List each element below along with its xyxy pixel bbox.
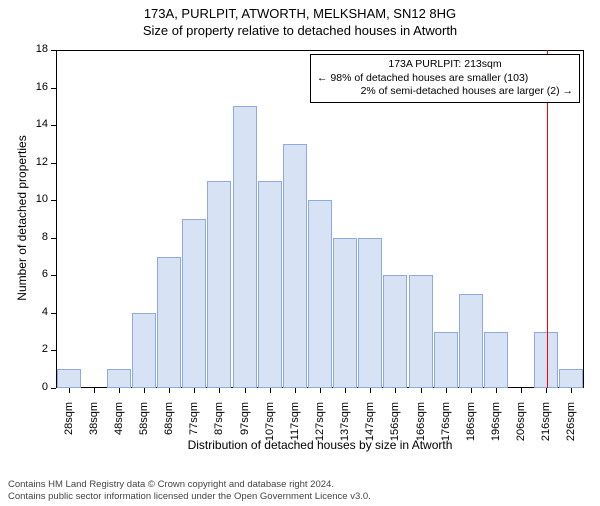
histogram-bar [484, 332, 508, 388]
histogram-bar [258, 181, 282, 388]
x-tick-mark [320, 388, 321, 393]
x-tick-label: 176sqm [440, 402, 452, 462]
histogram-bar [358, 238, 382, 388]
info-box: 173A PURLPIT: 213sqm← 98% of detached ho… [310, 54, 580, 103]
footer-line-1: Contains HM Land Registry data © Crown c… [8, 479, 371, 490]
x-tick-label: 48sqm [113, 402, 125, 462]
title-main: 173A, PURLPIT, ATWORTH, MELKSHAM, SN12 8… [0, 6, 600, 21]
x-tick-mark [94, 388, 95, 393]
y-tick-label: 8 [26, 231, 48, 243]
y-tick-mark [51, 88, 56, 89]
x-tick-mark [395, 388, 396, 393]
histogram-bar [207, 181, 231, 388]
x-tick-mark [169, 388, 170, 393]
x-tick-label: 97sqm [239, 402, 251, 462]
histogram-bar [157, 257, 181, 388]
x-tick-label: 196sqm [490, 402, 502, 462]
y-tick-mark [51, 275, 56, 276]
x-tick-mark [521, 388, 522, 393]
y-tick-mark [51, 125, 56, 126]
x-tick-label: 127sqm [314, 402, 326, 462]
x-tick-label: 147sqm [364, 402, 376, 462]
histogram-bar [333, 238, 357, 388]
y-tick-label: 4 [26, 306, 48, 318]
x-tick-mark [471, 388, 472, 393]
y-axis-label: Number of detached properties [15, 118, 29, 318]
title-sub: Size of property relative to detached ho… [0, 23, 600, 38]
x-tick-label: 226sqm [565, 402, 577, 462]
x-tick-label: 206sqm [515, 402, 527, 462]
x-tick-mark [245, 388, 246, 393]
x-tick-label: 38sqm [88, 402, 100, 462]
histogram-bar [434, 332, 458, 388]
x-tick-mark [571, 388, 572, 393]
y-tick-label: 0 [26, 381, 48, 393]
y-tick-mark [51, 50, 56, 51]
x-tick-label: 87sqm [213, 402, 225, 462]
histogram-bar [107, 369, 131, 388]
info-box-line: 173A PURLPIT: 213sqm [317, 58, 573, 72]
y-tick-label: 12 [26, 156, 48, 168]
y-tick-label: 16 [26, 81, 48, 93]
footer-attribution: Contains HM Land Registry data © Crown c… [8, 479, 371, 502]
histogram-bar [459, 294, 483, 388]
histogram-bar [308, 200, 332, 388]
x-tick-label: 28sqm [63, 402, 75, 462]
x-tick-mark [119, 388, 120, 393]
y-tick-label: 14 [26, 118, 48, 130]
info-box-line: 2% of semi-detached houses are larger (2… [317, 85, 573, 99]
x-tick-mark [421, 388, 422, 393]
y-tick-label: 10 [26, 193, 48, 205]
x-tick-label: 77sqm [188, 402, 200, 462]
y-tick-mark [51, 238, 56, 239]
histogram-bar [132, 313, 156, 388]
x-tick-label: 137sqm [339, 402, 351, 462]
x-tick-mark [370, 388, 371, 393]
x-tick-mark [496, 388, 497, 393]
histogram-bar [559, 369, 583, 388]
footer-line-2: Contains public sector information licen… [8, 491, 371, 502]
y-tick-mark [51, 163, 56, 164]
x-tick-label: 156sqm [389, 402, 401, 462]
histogram-chart: Number of detached properties Distributi… [0, 50, 600, 450]
histogram-bar [57, 369, 81, 388]
x-tick-label: 68sqm [163, 402, 175, 462]
x-tick-label: 166sqm [415, 402, 427, 462]
y-tick-mark [51, 313, 56, 314]
y-tick-mark [51, 350, 56, 351]
x-tick-label: 107sqm [264, 402, 276, 462]
x-tick-mark [194, 388, 195, 393]
histogram-bar [283, 144, 307, 388]
histogram-bar [383, 275, 407, 388]
x-tick-label: 117sqm [289, 402, 301, 462]
y-tick-label: 2 [26, 343, 48, 355]
x-tick-mark [144, 388, 145, 393]
x-tick-mark [345, 388, 346, 393]
x-tick-mark [270, 388, 271, 393]
y-tick-label: 6 [26, 268, 48, 280]
y-tick-label: 18 [26, 43, 48, 55]
x-tick-mark [69, 388, 70, 393]
histogram-bar [409, 275, 433, 388]
histogram-bar [233, 106, 257, 388]
x-tick-mark [295, 388, 296, 393]
x-tick-label: 216sqm [540, 402, 552, 462]
x-tick-mark [446, 388, 447, 393]
info-box-line: ← 98% of detached houses are smaller (10… [317, 72, 573, 86]
y-tick-mark [51, 388, 56, 389]
histogram-bar [182, 219, 206, 388]
x-tick-mark [219, 388, 220, 393]
x-tick-mark [546, 388, 547, 393]
x-tick-label: 58sqm [138, 402, 150, 462]
y-tick-mark [51, 200, 56, 201]
x-tick-label: 186sqm [465, 402, 477, 462]
